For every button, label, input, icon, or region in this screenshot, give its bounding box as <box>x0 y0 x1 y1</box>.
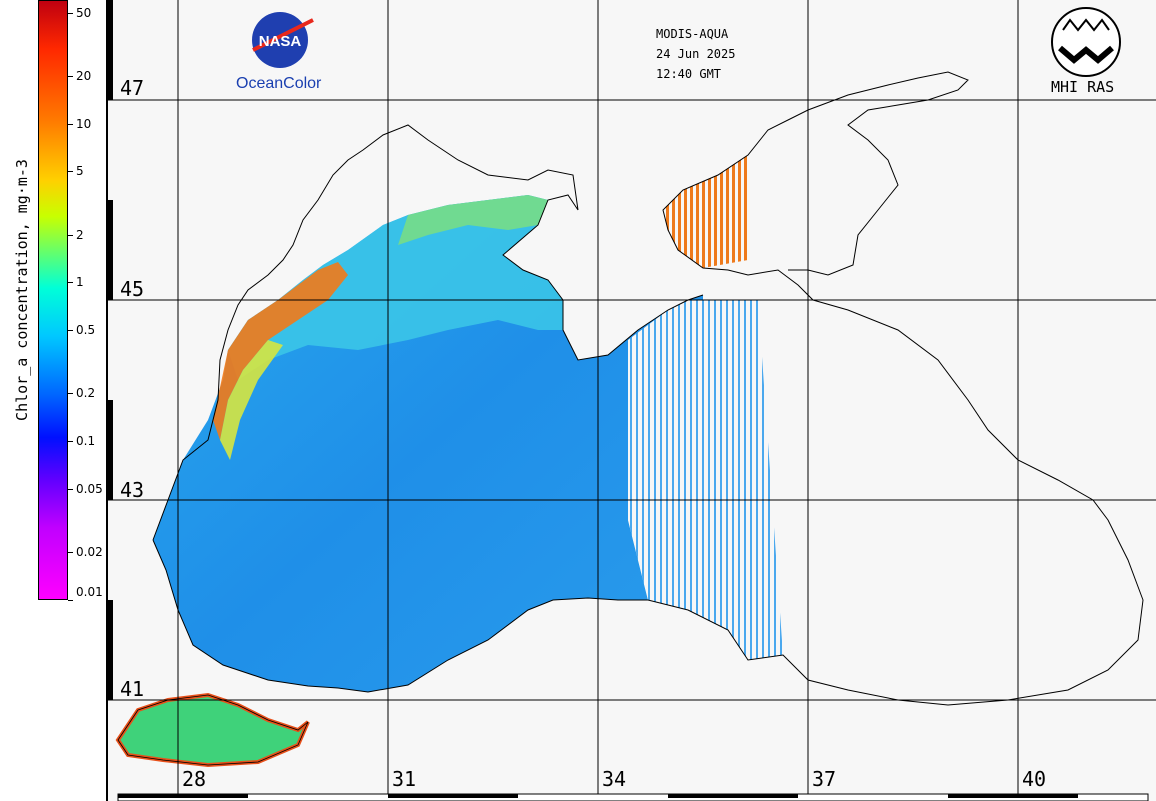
lon-label-28: 28 <box>182 767 207 791</box>
colorbar-tick-mark <box>68 75 73 77</box>
colorbar-tick-mark <box>68 123 73 125</box>
lon-label-34: 34 <box>602 767 627 791</box>
colorbar-tick-mark <box>68 234 73 236</box>
colorbar-tick-label: 50 <box>76 5 92 20</box>
colorbar-tick-label: 0.2 <box>76 386 96 401</box>
colorbar-panel: 50 20 10 5 2 1 0.5 0.2 0.1 0.05 0.02 0.01 Chlor_a c… <box>0 0 108 801</box>
acquisition-date: 24 Jun 2025 <box>656 47 736 61</box>
nasa-logo: NASA <box>252 12 314 68</box>
colorbar-tick-label: 10 <box>76 116 92 131</box>
western-coast-yellow-band <box>220 340 283 460</box>
colorbar-tick-mark <box>68 488 73 490</box>
colorbar-tick-label: 0.05 <box>76 481 103 496</box>
nw-shelf-mid-chlorophyll <box>228 195 563 380</box>
marmara-sea-chlorophyll <box>118 695 308 765</box>
black-sea-map: NASA <box>108 0 1156 801</box>
colorbar-tick-mark <box>68 171 73 173</box>
lon-label-37: 37 <box>812 767 837 791</box>
colorbar-tick-label: 1 <box>76 275 84 290</box>
nasa-badge-text: NASA <box>259 33 302 50</box>
oceancolor-caption: OceanColor <box>236 75 322 92</box>
colorbar-gradient <box>38 0 68 600</box>
lat-label-41: 41 <box>120 677 145 701</box>
mhi-ras-caption: MHI RAS <box>1051 78 1115 96</box>
colorbar-tick-label: 0.5 <box>76 323 96 338</box>
azov-sea-chlorophyll <box>663 155 748 268</box>
colorbar-tick-label: 5 <box>76 164 84 179</box>
map-panel[interactable]: NASA 47 45 43 41 28 31 34 37 40 MODIS-AQ… <box>106 0 1156 801</box>
odessa-gulf-chlorophyll <box>398 195 548 245</box>
lon-label-40: 40 <box>1022 767 1047 791</box>
mhi-ras-logo <box>1051 7 1121 77</box>
colorbar-tick-label: 0.1 <box>76 434 96 449</box>
satellite-name: MODIS-AQUA <box>656 27 729 41</box>
colorbar-tick-mark <box>68 12 73 14</box>
western-coast-high-chlorophyll <box>213 262 348 440</box>
lon-label-31: 31 <box>392 767 417 791</box>
acquisition-time: 12:40 GMT <box>656 67 722 81</box>
colorbar-tick-label: 0.01 <box>76 585 103 599</box>
colorbar-tick-mark <box>68 330 73 332</box>
acquisition-header: MODIS-AQUA 24 Jun 2025 12:40 GMT <box>656 24 735 84</box>
lat-label-45: 45 <box>120 277 145 301</box>
colorbar-tick-mark <box>68 552 73 554</box>
colorbar-tick-label: 20 <box>76 68 92 83</box>
colorbar-title: Chlor_a concentration, mg·m-3 <box>13 159 31 421</box>
eastern-swath <box>628 300 783 660</box>
colorbar-tick-mark <box>68 441 73 443</box>
colorbar-tick-mark <box>68 600 73 601</box>
colorbar-tick-label: 2 <box>76 227 84 242</box>
coastline <box>152 71 1144 706</box>
lat-label-43: 43 <box>120 478 145 502</box>
colorbar-tick-mark <box>68 393 73 395</box>
left-scale-bar <box>108 0 113 700</box>
lat-label-47: 47 <box>120 76 145 100</box>
colorbar-tick-label: 0.02 <box>76 545 103 560</box>
marmara-coastline <box>117 694 309 766</box>
colorbar-tick-mark <box>68 282 73 284</box>
graticule <box>108 0 1156 801</box>
bottom-scale-bar <box>117 793 1149 801</box>
